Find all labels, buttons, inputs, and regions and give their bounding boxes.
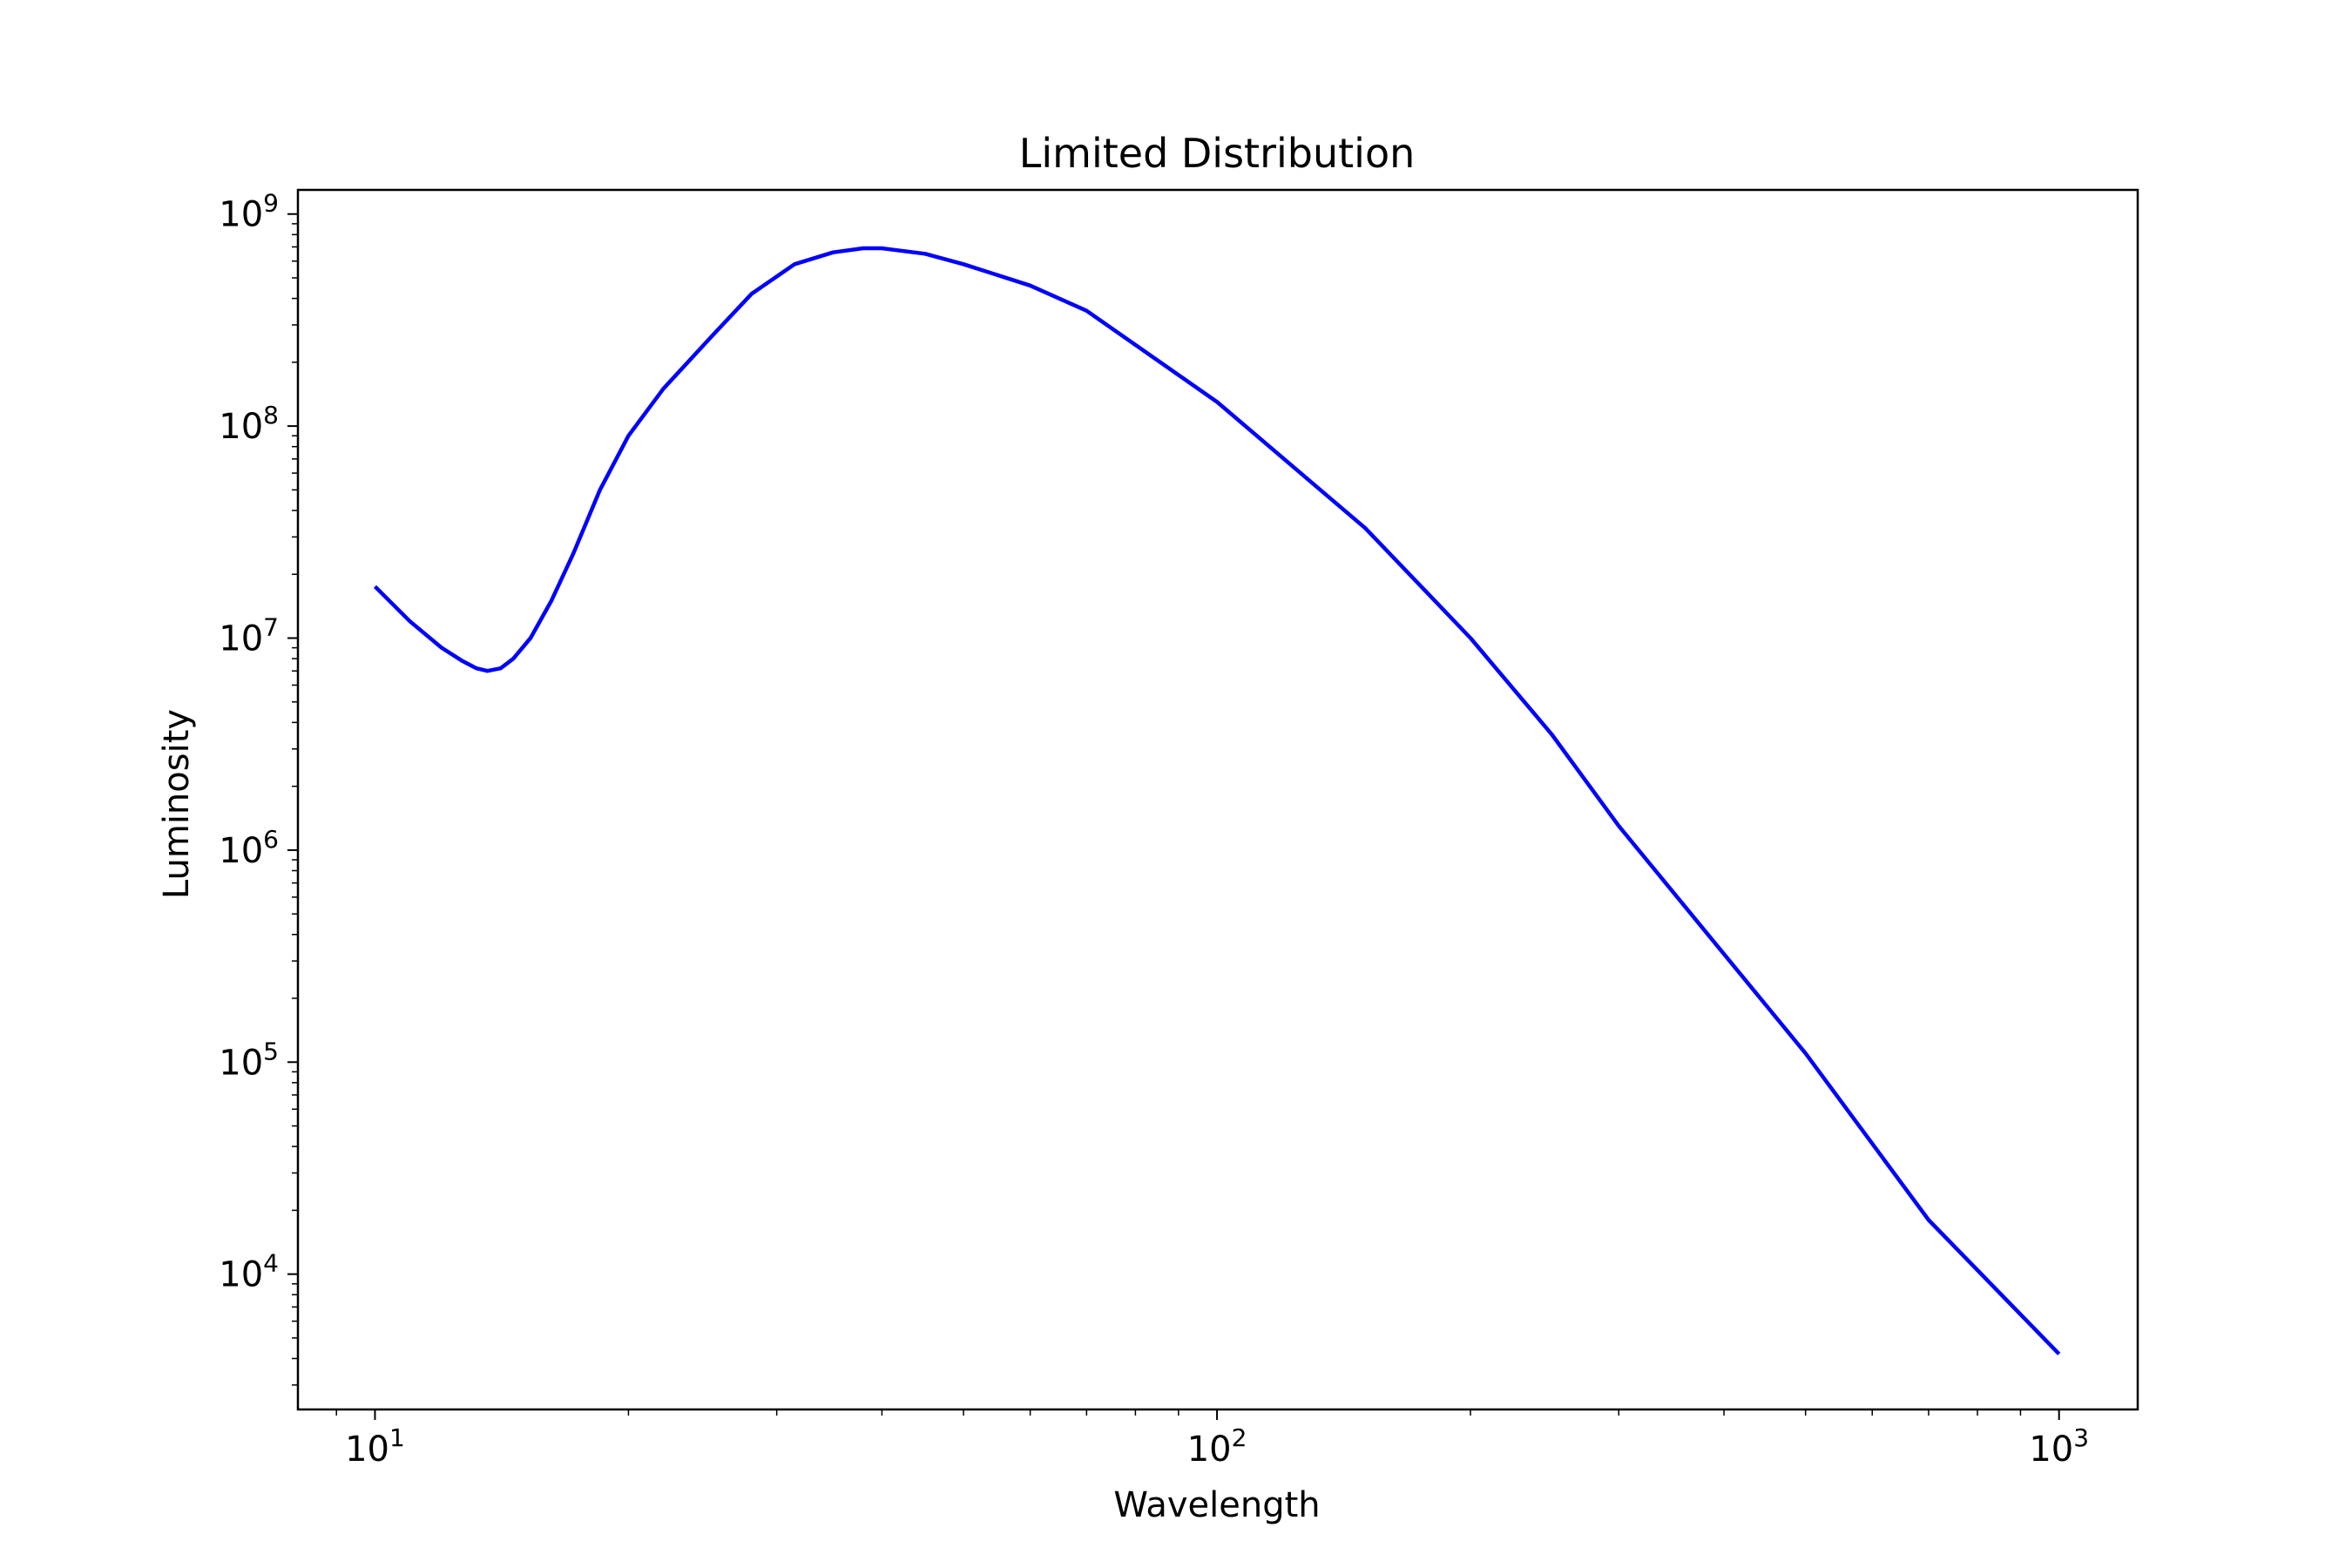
y-tick-label-exponent: 7	[263, 613, 279, 642]
y-tick-label-base: 10	[219, 1255, 263, 1295]
y-tick-label: 105	[219, 1037, 279, 1083]
chart-title: Limited Distribution	[1019, 130, 1416, 177]
y-tick-label-base: 10	[219, 1043, 263, 1083]
series-line-0	[373, 246, 2061, 1355]
y-tick-label-base: 10	[219, 831, 263, 871]
y-tick-label: 108	[219, 401, 279, 447]
y-axis-label: Luminosity	[157, 709, 197, 899]
x-tick-label: 101	[345, 1423, 405, 1470]
y-tick-label-exponent: 5	[263, 1037, 279, 1065]
y-tick-label-exponent: 8	[263, 401, 279, 429]
y-tick-label-base: 10	[219, 407, 263, 447]
y-tick-label-exponent: 9	[263, 189, 279, 218]
x-tick-label-exponent: 3	[2073, 1423, 2089, 1452]
y-tick-label-base: 10	[219, 619, 263, 659]
x-tick-label: 102	[1187, 1423, 1247, 1470]
x-axis-label: Wavelength	[1113, 1485, 1320, 1525]
x-tick-label: 103	[2029, 1423, 2089, 1470]
x-tick-label-base: 10	[345, 1429, 389, 1470]
axes-frame	[296, 188, 2139, 1411]
x-tick-label-base: 10	[2029, 1429, 2073, 1470]
y-tick-label-base: 10	[219, 195, 263, 235]
y-tick-label: 106	[219, 825, 279, 871]
y-tick-label-exponent: 6	[263, 825, 279, 854]
y-tick-label-exponent: 4	[263, 1249, 279, 1278]
y-tick-label: 109	[219, 189, 279, 235]
y-tick-label: 107	[219, 613, 279, 659]
x-tick-label-base: 10	[1187, 1429, 1232, 1470]
x-tick-label-exponent: 2	[1232, 1423, 1247, 1452]
plot-area	[373, 246, 2061, 1355]
x-tick-label-exponent: 1	[389, 1423, 405, 1452]
y-tick-label: 104	[219, 1249, 279, 1295]
